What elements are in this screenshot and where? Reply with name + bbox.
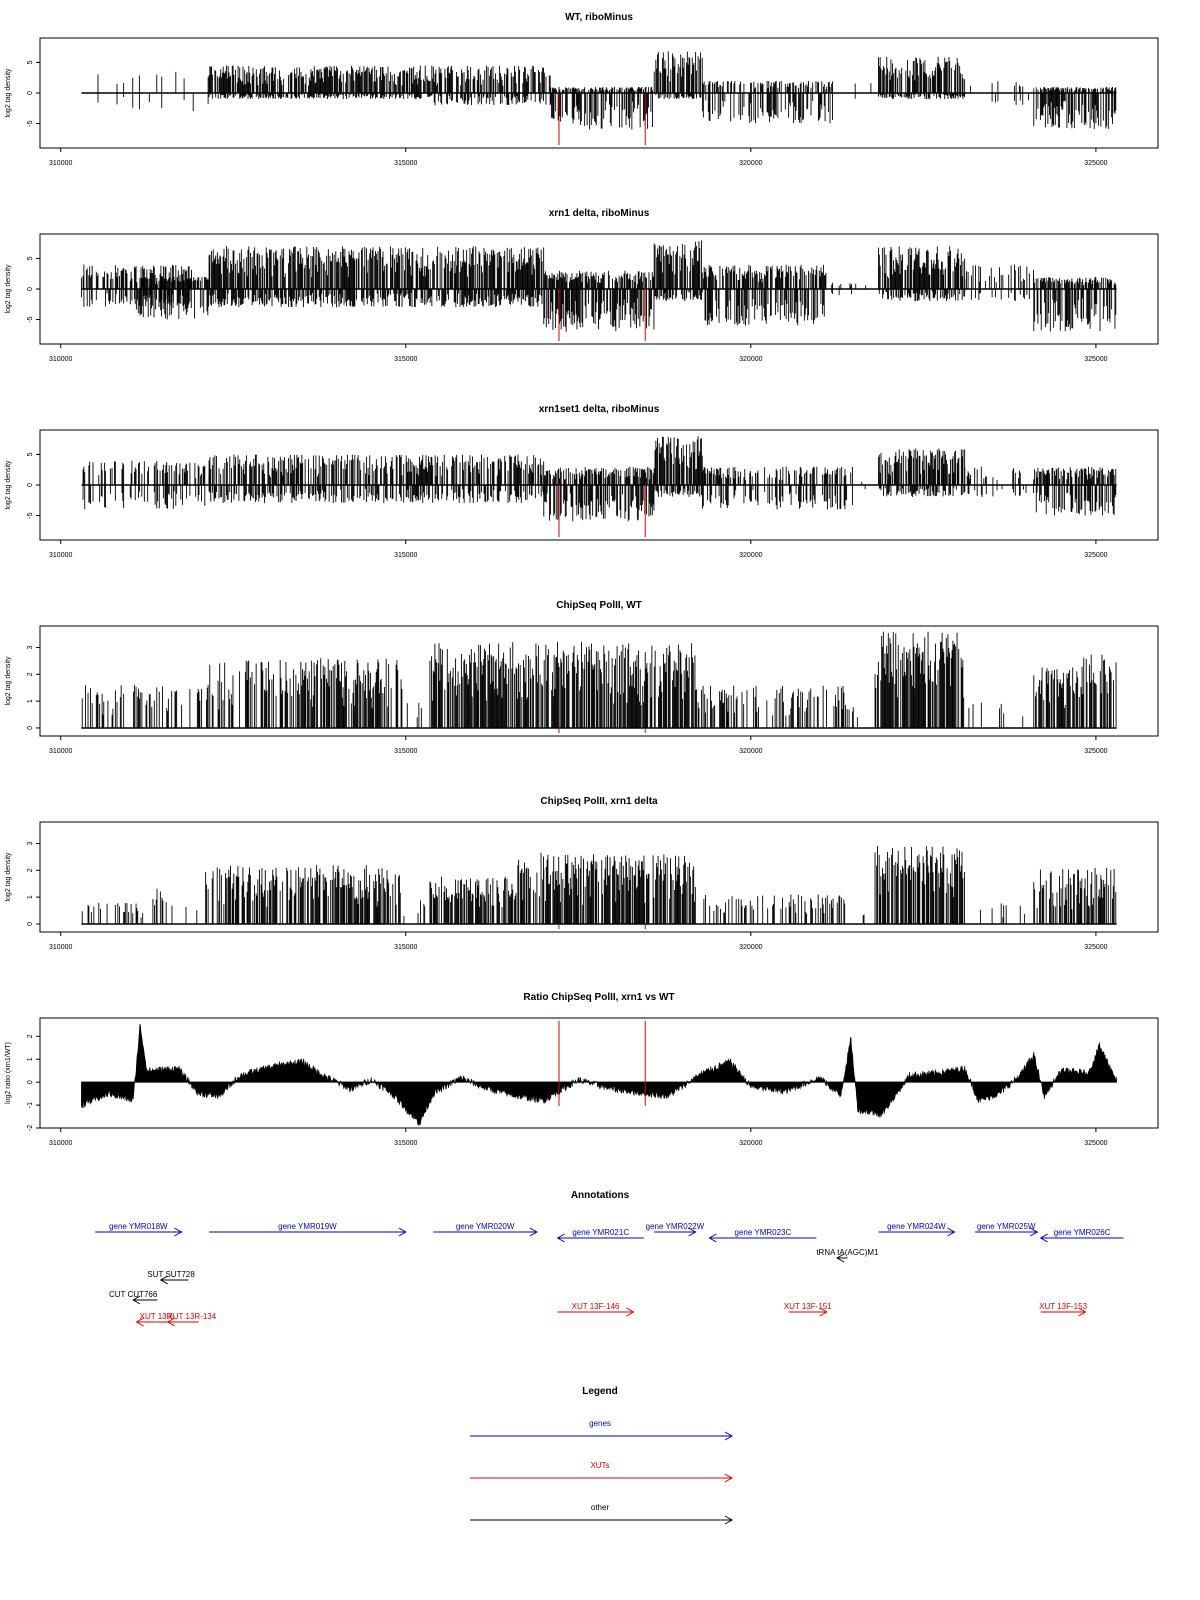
x-tick-label: 325000: [1084, 356, 1107, 363]
y-tick-label: 0: [27, 483, 34, 487]
y-tick-label: 2: [27, 672, 34, 676]
chart-title: WT, riboMinus: [565, 12, 633, 23]
y-tick-label: 0: [27, 287, 34, 291]
chart-title: ChipSeq PolII, WT: [556, 600, 642, 611]
chart-panel-3: xrn1set1 delta, riboMinus log2 tag densit…: [5, 404, 1159, 559]
y-tick-label: 5: [27, 60, 34, 64]
chart-panel-1: WT, riboMinus log2 tag density -5 0 5 310000 3…: [5, 12, 1159, 167]
y-axis-label: log2 tag density: [5, 264, 12, 314]
y-axis-label: log2 tag density: [5, 68, 12, 118]
x-tick-label: 325000: [1084, 552, 1107, 559]
x-tick-label: 320000: [739, 748, 762, 755]
x-tick-label: 325000: [1084, 160, 1107, 167]
x-tick-label: 325000: [1084, 748, 1107, 755]
x-tick-label: 315000: [394, 356, 417, 363]
chart-panel-4: ChipSeq PolII, WT log2 tag density 0 1 2 3 310…: [5, 600, 1159, 755]
x-tick-label: 310000: [49, 356, 72, 363]
x-tick-label: 310000: [49, 160, 72, 167]
x-tick-label: 320000: [739, 356, 762, 363]
x-tick-label: 310000: [49, 552, 72, 559]
x-tick-label: 315000: [394, 748, 417, 755]
y-tick-label: -5: [27, 512, 34, 518]
chart-panel-2: xrn1 delta, riboMinus log2 tag density -5 0…: [5, 208, 1159, 363]
plot-frame: [39, 625, 1159, 737]
x-tick-label: 320000: [739, 160, 762, 167]
y-axis-label: log2 tag density: [5, 460, 12, 510]
y-tick-label: 5: [27, 452, 34, 456]
x-tick-label: 315000: [394, 160, 417, 167]
x-tick-label: 310000: [49, 748, 72, 755]
y-tick-label: 5: [27, 256, 34, 260]
y-axis-label: log2 tag density: [5, 656, 12, 706]
y-tick-label: 1: [27, 699, 34, 703]
chart-title: xrn1 delta, riboMinus: [549, 208, 650, 219]
y-tick-label: -5: [27, 316, 34, 322]
y-tick-label: -5: [27, 120, 34, 126]
y-tick-label: 3: [27, 645, 34, 649]
y-tick-label: 0: [27, 91, 34, 95]
y-tick-label: 0: [27, 726, 34, 730]
x-tick-label: 320000: [739, 552, 762, 559]
x-tick-label: 315000: [394, 552, 417, 559]
chart-title: xrn1set1 delta, riboMinus: [539, 404, 660, 415]
